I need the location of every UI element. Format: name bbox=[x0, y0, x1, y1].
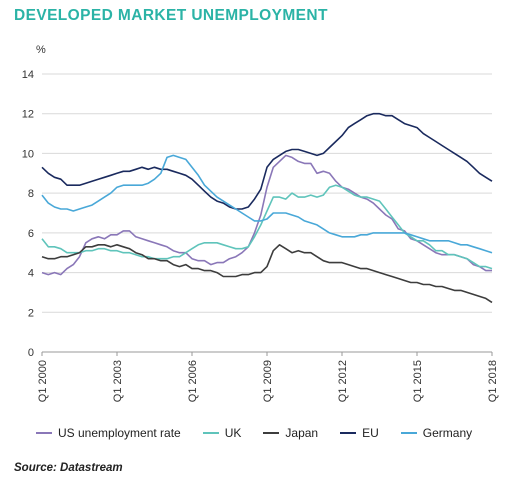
x-tick-label: Q1 2000 bbox=[37, 360, 49, 402]
x-tick-label: Q1 2012 bbox=[337, 360, 349, 402]
legend-swatch bbox=[202, 432, 219, 434]
chart-title: DEVELOPED MARKET UNEMPLOYMENT bbox=[14, 7, 328, 24]
y-tick-label: 10 bbox=[22, 148, 34, 160]
gridlines bbox=[42, 73, 492, 353]
legend-item: US unemployment rate bbox=[36, 426, 181, 440]
legend-label: Japan bbox=[285, 426, 319, 440]
legend-item: Japan bbox=[263, 426, 318, 440]
legend-label: Germany bbox=[422, 426, 473, 440]
x-tick-label: Q1 2006 bbox=[187, 360, 199, 402]
legend-item: EU bbox=[340, 426, 379, 440]
y-axis-unit-label: % bbox=[36, 44, 46, 56]
x-axis-ticks: Q1 2000 Q1 2003 Q1 2006 Q1 2009 Q1 2012 Q1 20… bbox=[37, 352, 499, 402]
legend-swatch bbox=[263, 432, 280, 434]
y-tick-label: 14 bbox=[22, 69, 34, 81]
y-tick-label: 4 bbox=[28, 268, 34, 280]
x-tick-label: Q1 2009 bbox=[262, 360, 274, 402]
y-tick-label: 8 bbox=[28, 188, 34, 200]
y-tick-label: 12 bbox=[22, 109, 34, 121]
series-lines bbox=[41, 112, 493, 304]
y-tick-label: 6 bbox=[28, 228, 34, 240]
legend-label: UK bbox=[224, 426, 242, 440]
legend: US unemployment rate UK Japan EU Germany bbox=[36, 426, 494, 440]
y-tick-label: 2 bbox=[28, 307, 34, 319]
legend-swatch bbox=[340, 432, 357, 434]
series-line-eu bbox=[41, 112, 493, 210]
legend-item: Germany bbox=[400, 426, 473, 440]
series-line-japan bbox=[41, 244, 493, 304]
series-line-uk bbox=[41, 184, 493, 270]
x-tick-label: Q1 2003 bbox=[112, 360, 124, 402]
series-line-germany bbox=[41, 154, 493, 254]
x-tick-label: Q1 2018 bbox=[487, 360, 499, 402]
legend-label: US unemployment rate bbox=[58, 426, 181, 440]
source-note: Source: Datastream bbox=[14, 462, 123, 474]
legend-swatch bbox=[36, 432, 52, 434]
legend-label: EU bbox=[362, 426, 379, 440]
legend-swatch bbox=[400, 432, 417, 434]
legend-item: UK bbox=[202, 426, 242, 440]
y-tick-label: 0 bbox=[28, 347, 34, 359]
x-tick-label: Q1 2015 bbox=[412, 360, 424, 402]
series-line-us-unemployment-rate bbox=[41, 154, 492, 276]
y-axis-ticks: 0 2 4 6 8 10 12 14 bbox=[22, 69, 34, 359]
